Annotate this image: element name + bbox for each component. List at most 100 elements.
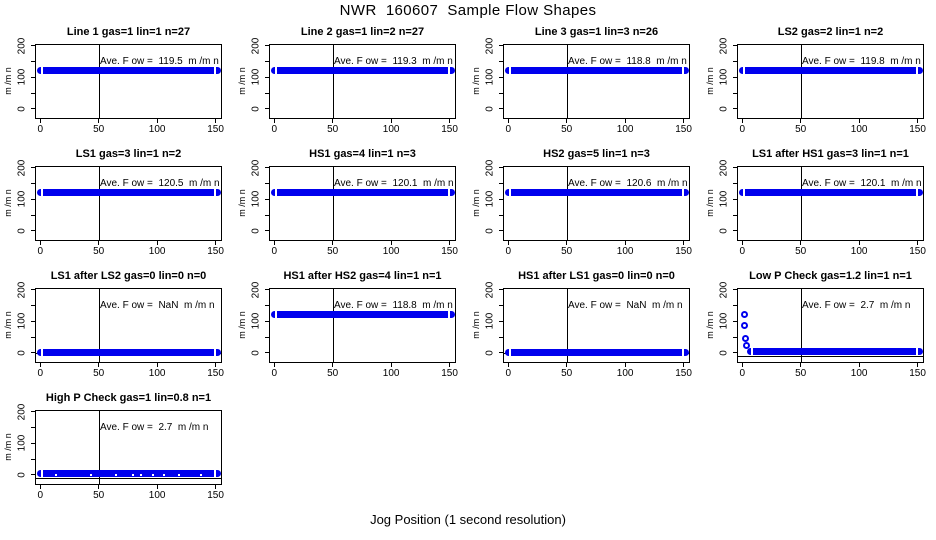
panel-title: Line 2 gas=1 lin=2 n=27 xyxy=(300,26,425,38)
sample-points-band xyxy=(271,189,455,197)
x-tick-label: 150 xyxy=(675,368,692,379)
y-tick-label: 100 xyxy=(484,190,496,208)
y-tick-label: 100 xyxy=(718,68,730,86)
flow-panel: Line 2 gas=1 lin=2 n=27 m /m n Ave. F ow… xyxy=(234,20,468,142)
y-tick xyxy=(499,108,503,110)
y-tick xyxy=(499,182,503,184)
y-tick-label: 200 xyxy=(16,281,28,298)
avg-flow-annotation: Ave. F ow = NaN m /m n xyxy=(100,300,215,311)
y-tick xyxy=(499,214,503,216)
plot-box xyxy=(503,166,690,241)
x-tick-label: 150 xyxy=(207,246,224,257)
x-tick xyxy=(215,363,217,367)
y-tick-label: 200 xyxy=(484,159,496,176)
y-tick xyxy=(31,92,35,94)
panel-title: Low P Check gas=1.2 lin=1 n=1 xyxy=(749,270,912,282)
flow-panel: LS1 gas=3 lin=1 n=2 m /m n Ave. F ow = 1… xyxy=(0,142,234,264)
y-tick-label: 0 xyxy=(718,228,730,234)
x-axis-title: Jog Position (1 second resolution) xyxy=(370,512,566,527)
y-tick-label: 100 xyxy=(16,312,28,330)
zero-line xyxy=(738,356,923,358)
vertical-reference-line xyxy=(566,167,568,240)
y-tick-label: 200 xyxy=(718,37,730,54)
vertical-reference-line xyxy=(98,167,100,240)
plot-box xyxy=(503,44,690,119)
x-tick-label: 100 xyxy=(148,490,166,501)
y-tick xyxy=(499,289,503,291)
y-tick-label: 0 xyxy=(16,228,28,234)
y-tick xyxy=(31,198,35,200)
band-gap xyxy=(213,349,216,357)
x-tick xyxy=(800,363,802,367)
x-tick xyxy=(858,363,860,367)
x-tick xyxy=(624,119,626,123)
y-tick-label: 0 xyxy=(250,350,262,356)
plot-box xyxy=(35,44,222,119)
plot-box xyxy=(35,166,222,241)
flow-panel: HS1 gas=4 lin=1 n=3 m /m n Ave. F ow = 1… xyxy=(234,142,468,264)
x-tick xyxy=(156,363,158,367)
flow-panel: HS1 after HS2 gas=4 lin=1 n=1 m /m n Ave… xyxy=(234,264,468,386)
y-tick xyxy=(265,108,269,110)
band-gap xyxy=(213,470,216,478)
y-tick xyxy=(31,304,35,306)
x-tick-label: 50 xyxy=(327,246,339,257)
y-tick xyxy=(265,167,269,169)
y-tick xyxy=(265,76,269,78)
panel-title: LS1 after LS2 gas=0 lin=0 n=0 xyxy=(50,270,207,282)
x-tick xyxy=(39,485,41,489)
panel-title: HS1 after LS1 gas=0 lin=0 n=0 xyxy=(518,270,675,282)
x-tick-label: 0 xyxy=(739,124,746,135)
x-tick xyxy=(215,485,217,489)
y-tick xyxy=(31,426,35,428)
avg-flow-annotation: Ave. F ow = 120.1 m /m n xyxy=(334,178,454,189)
x-tick xyxy=(741,241,743,245)
band-gap xyxy=(681,349,684,357)
vertical-reference-line xyxy=(800,167,802,240)
vertical-reference-line xyxy=(800,45,802,118)
y-tick-label: 100 xyxy=(718,312,730,330)
x-tick xyxy=(332,363,334,367)
x-tick-label: 150 xyxy=(441,246,458,257)
y-tick xyxy=(31,458,35,460)
y-tick-label: 200 xyxy=(16,159,28,176)
y-tick-label: 100 xyxy=(250,68,262,86)
band-speck xyxy=(140,474,142,477)
band-speck xyxy=(163,474,165,477)
y-tick xyxy=(31,167,35,169)
y-tick xyxy=(31,474,35,476)
x-tick-label: 0 xyxy=(37,368,44,379)
x-tick-label: 100 xyxy=(616,368,634,379)
vertical-reference-line xyxy=(566,45,568,118)
x-tick xyxy=(800,119,802,123)
x-tick-label: 0 xyxy=(505,124,512,135)
y-tick xyxy=(31,352,35,354)
band-gap xyxy=(743,189,746,197)
band-gap xyxy=(681,67,684,75)
x-tick-label: 100 xyxy=(148,368,166,379)
x-tick xyxy=(215,119,217,123)
avg-flow-annotation: Ave. F ow = NaN m /m n xyxy=(568,300,683,311)
x-tick-label: 0 xyxy=(37,490,44,501)
y-tick-label: 100 xyxy=(484,68,496,86)
band-gap xyxy=(213,67,216,75)
sample-points-band xyxy=(505,349,689,357)
x-tick-label: 150 xyxy=(441,124,458,135)
x-tick xyxy=(858,241,860,245)
vertical-reference-line xyxy=(332,167,334,240)
y-tick-label: 0 xyxy=(718,350,730,356)
y-tick xyxy=(733,60,737,62)
vertical-reference-line xyxy=(98,289,100,362)
x-tick xyxy=(858,119,860,123)
zero-line xyxy=(36,478,221,480)
x-tick xyxy=(156,119,158,123)
y-tick xyxy=(31,411,35,413)
x-tick xyxy=(390,241,392,245)
panel-title: LS1 after HS1 gas=3 lin=1 n=1 xyxy=(752,148,909,160)
y-tick xyxy=(733,76,737,78)
x-tick-label: 0 xyxy=(505,368,512,379)
band-gap xyxy=(447,311,450,319)
x-tick xyxy=(741,363,743,367)
y-tick-label: 0 xyxy=(484,350,496,356)
y-axis-label: m /m n xyxy=(705,311,715,339)
